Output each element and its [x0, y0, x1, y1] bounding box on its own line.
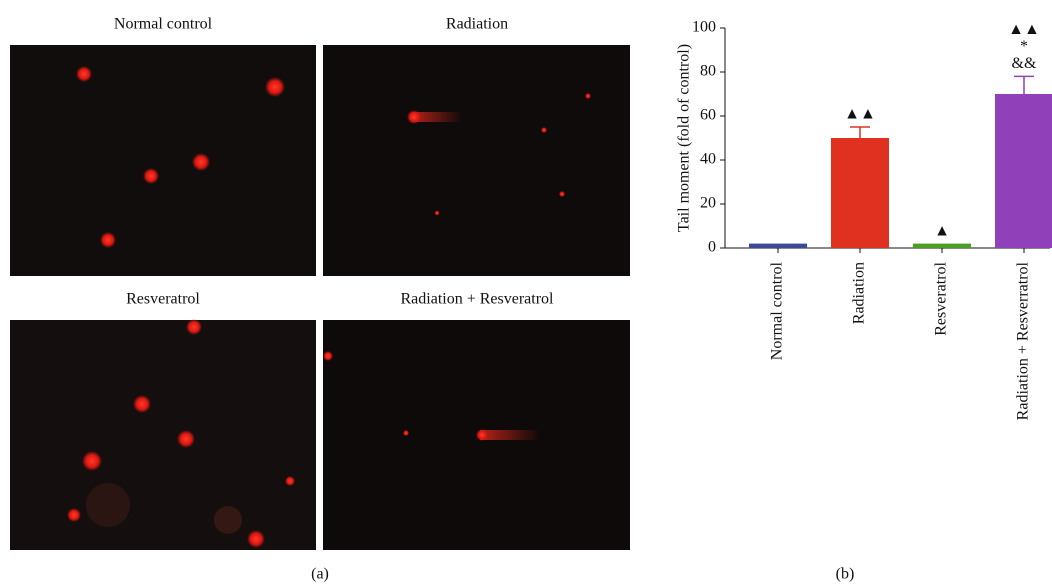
bar [913, 243, 971, 248]
x-tick-label: Radiation [851, 262, 868, 324]
y-tick-label: 80 [700, 63, 716, 80]
image-title: Resveratrol [126, 291, 200, 308]
y-tick-label: 20 [700, 195, 716, 212]
error-bar [1014, 75, 1034, 94]
annotation: ▲▲ [844, 106, 876, 123]
panel-label: (a) [311, 566, 329, 583]
micrographs [10, 45, 630, 550]
y-tick-label: 0 [708, 239, 716, 256]
annotation: ▲ [934, 222, 950, 239]
micrograph [323, 45, 630, 276]
y-tick-label: 40 [700, 151, 716, 168]
bar [995, 94, 1052, 248]
error-bar [850, 126, 870, 138]
y-tick-label: 100 [692, 19, 716, 36]
panel-label: (b) [836, 566, 855, 583]
annotation: ▲▲ [1008, 21, 1040, 38]
image-title: Normal control [114, 16, 213, 33]
x-tick-label: Normal control [769, 261, 786, 360]
micrograph [10, 45, 316, 276]
y-axis-label: Tail moment (fold of control) [676, 44, 693, 232]
y-tick-label: 60 [700, 107, 716, 124]
micrograph [10, 320, 316, 550]
cells [67, 66, 591, 548]
image-title: Radiation + Resveratrol [401, 291, 555, 308]
annotation: && [1012, 55, 1037, 72]
bar [749, 243, 807, 248]
bar [831, 138, 889, 248]
x-tick-label: Resveratrol [933, 261, 950, 335]
image-title: Radiation [446, 16, 508, 33]
x-tick-label: Radiation + Resverratrol [1015, 261, 1032, 420]
annotation: * [1020, 38, 1028, 55]
